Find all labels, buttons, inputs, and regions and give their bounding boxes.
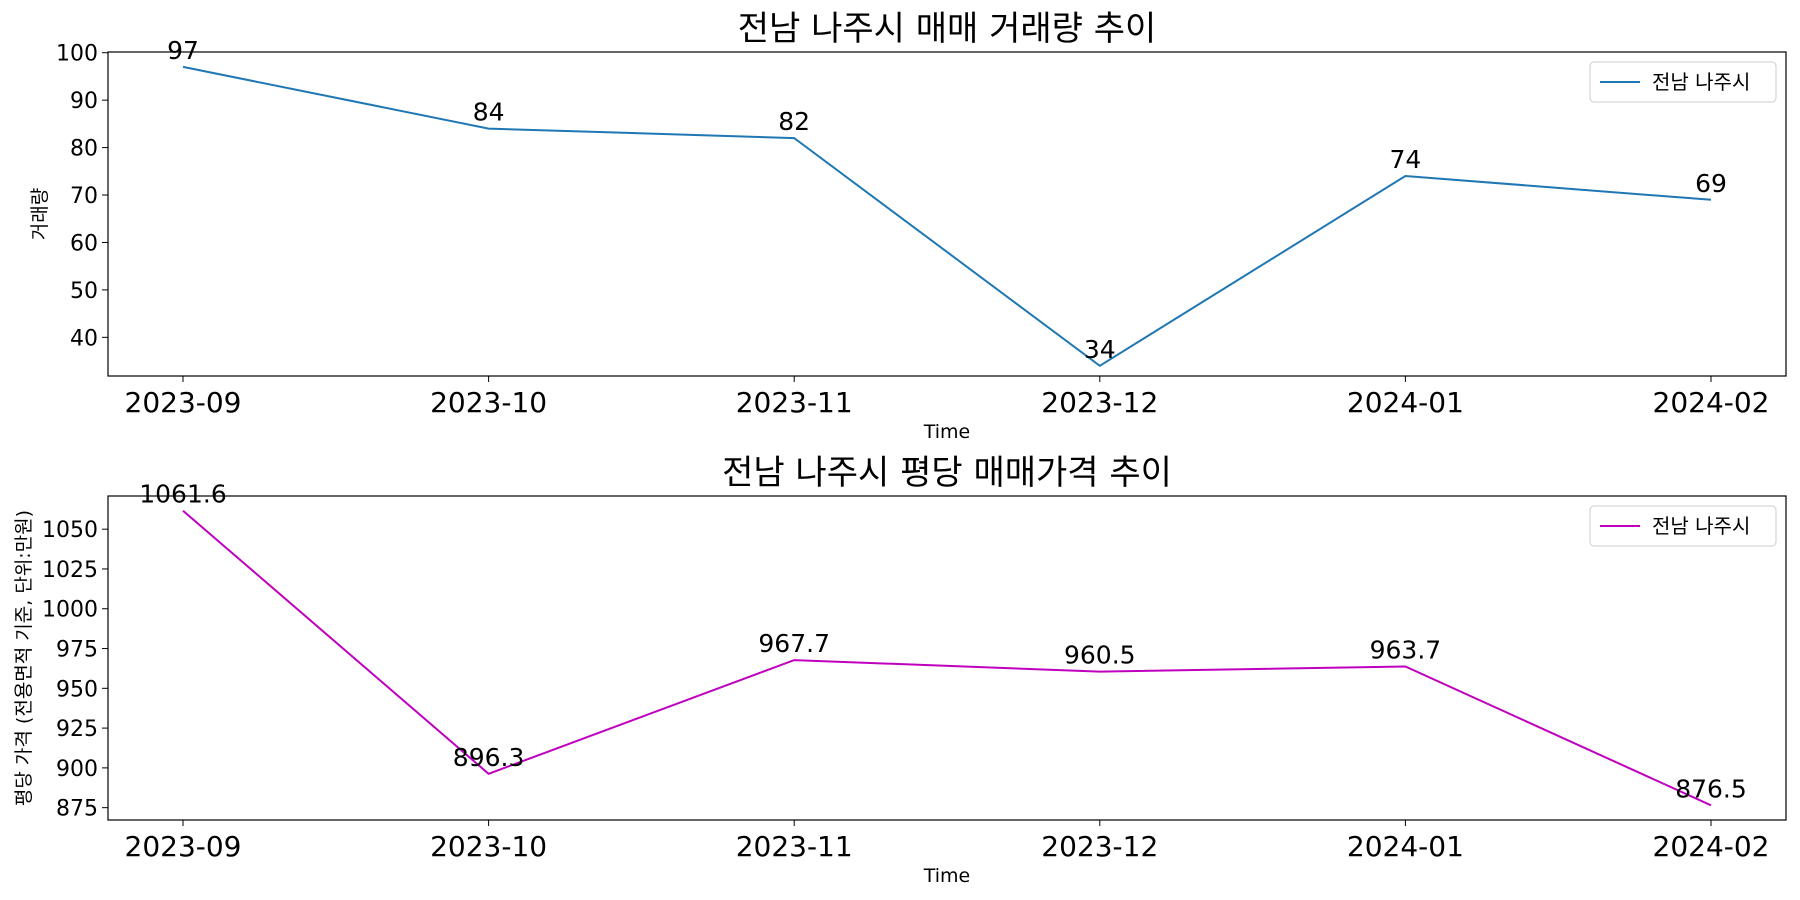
y-tick-label: 975	[56, 638, 98, 663]
x-tick-label: 2024-01	[1347, 830, 1464, 863]
x-tick-label: 2023-09	[125, 830, 242, 863]
y-tick-label: 950	[56, 677, 98, 702]
chart-panel-2: 전남 나주시 평당 매매가격 추이 2023-09 2023-10 2023-11 20…	[13, 453, 1787, 887]
plot-frame	[107, 51, 1787, 377]
legend-label: 전남 나주시	[1652, 514, 1750, 538]
x-tick-label: 2024-01	[1347, 386, 1464, 419]
y-axis-label: 거래량	[29, 188, 51, 240]
series-line	[182, 65, 1712, 368]
legend-box	[1589, 505, 1777, 547]
data-label: 97	[167, 36, 199, 65]
series-line	[182, 509, 1712, 807]
y-axis-label: 평당 가격 (전용면적 기준, 단위:만원)	[13, 510, 35, 806]
y-tick-label: 60	[70, 231, 98, 256]
y-tick-label: 80	[70, 137, 98, 162]
legend-label: 전남 나주시	[1652, 70, 1750, 94]
y-tick-label: 40	[70, 326, 98, 351]
x-axis-label: Time	[923, 421, 971, 443]
x-tick-label: 2024-02	[1653, 830, 1770, 863]
y-tick-label: 1000	[42, 598, 98, 623]
data-label: 967.7	[758, 629, 830, 658]
legend-box	[1589, 61, 1777, 103]
y-tick-label: 70	[70, 184, 98, 209]
data-label: 84	[473, 98, 505, 127]
data-label: 960.5	[1064, 641, 1136, 670]
x-tick-label: 2023-12	[1041, 830, 1158, 863]
y-tick-label: 1025	[42, 558, 98, 583]
x-tick-label: 2023-09	[125, 386, 242, 419]
data-label: 82	[778, 107, 810, 136]
x-tick-label: 2023-12	[1041, 386, 1158, 419]
legend: 전남 나주시	[1589, 505, 1777, 547]
x-axis-label: Time	[923, 865, 971, 887]
chart-title: 전남 나주시 평당 매매가격 추이	[722, 453, 1172, 493]
data-label: 1061.6	[139, 480, 226, 509]
data-label: 896.3	[453, 743, 525, 772]
x-tick-label: 2023-11	[736, 386, 853, 419]
data-label: 69	[1695, 169, 1727, 198]
chart-title: 전남 나주시 매매 거래량 추이	[738, 9, 1157, 49]
data-label: 74	[1389, 145, 1421, 174]
y-tick-label: 925	[56, 717, 98, 742]
y-tick-label: 100	[56, 42, 98, 67]
data-label: 876.5	[1675, 774, 1747, 803]
chart-panel-1: 전남 나주시 매매 거래량 추이 2023-09 2023-10 2023-11 202…	[29, 9, 1787, 443]
y-tick-label: 50	[70, 279, 98, 304]
y-tick-label: 900	[56, 757, 98, 782]
x-tick-label: 2023-11	[736, 830, 853, 863]
y-tick-label: 875	[56, 797, 98, 822]
x-tick-label: 2023-10	[430, 386, 547, 419]
data-label: 963.7	[1370, 636, 1442, 665]
y-tick-label: 90	[70, 89, 98, 114]
x-tick-label: 2023-10	[430, 830, 547, 863]
x-tick-label: 2024-02	[1653, 386, 1770, 419]
y-tick-label: 1050	[42, 518, 98, 543]
legend: 전남 나주시	[1589, 61, 1777, 103]
plot-frame	[107, 495, 1787, 821]
data-label: 34	[1084, 335, 1116, 364]
